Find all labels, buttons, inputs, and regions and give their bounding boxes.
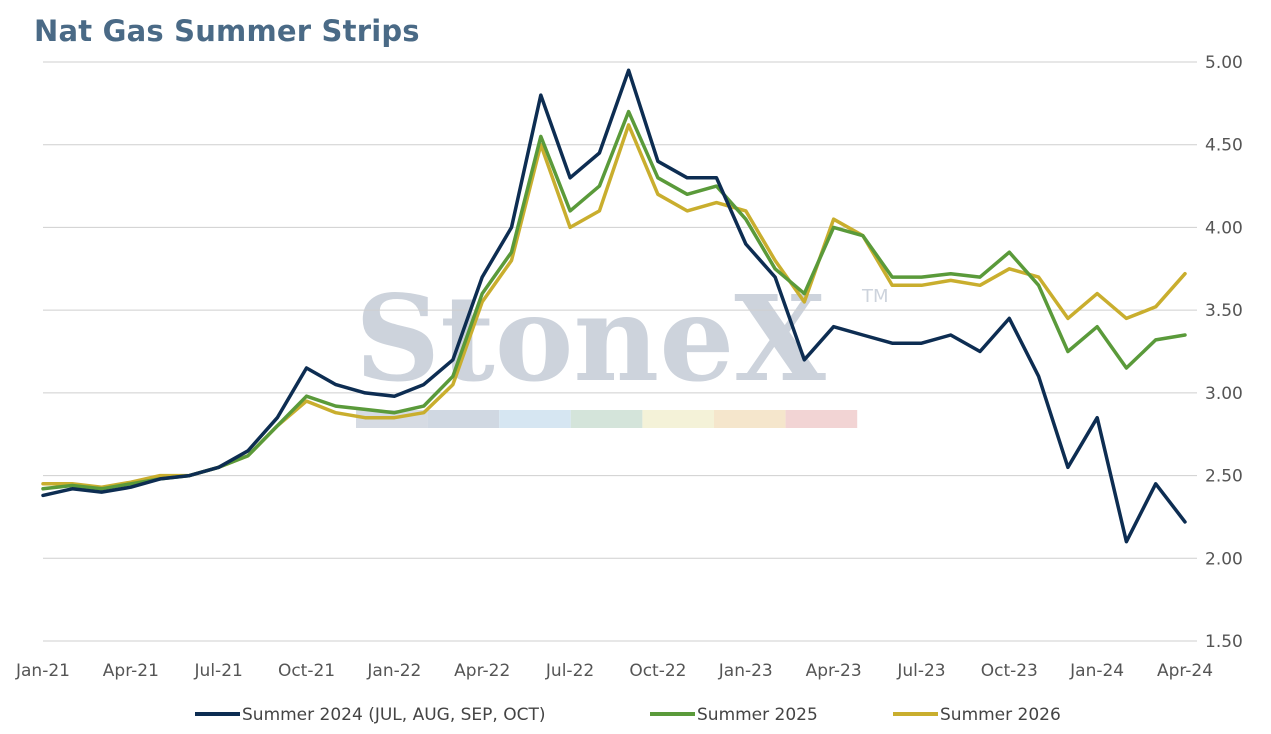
watermark: StoneX TM (355, 269, 889, 428)
legend-label: Summer 2025 (697, 705, 818, 725)
y-tick-label: 5.00 (1205, 53, 1243, 73)
x-tick-label: Jul-23 (896, 661, 945, 681)
series-line-1 (41, 109, 1187, 491)
watermark-text: StoneX (355, 269, 826, 408)
x-tick-label: Apr-22 (454, 661, 510, 681)
legend-label: Summer 2024 (JUL, AUG, SEP, OCT) (242, 705, 546, 725)
legend-label: Summer 2026 (940, 705, 1061, 725)
grid-lines (43, 61, 1197, 642)
legend-item-0[interactable]: Summer 2024 (JUL, AUG, SEP, OCT) (195, 705, 546, 725)
legend-item-2[interactable]: Summer 2026 (893, 705, 1061, 725)
y-tick-label: 3.50 (1205, 301, 1243, 321)
watermark-trademark: TM (861, 286, 889, 307)
x-axis: Jan-21 Apr-21 Jul-21 Oct-21 Jan-22 Apr-22 Jul-… (15, 661, 1213, 681)
x-tick-label: Jul-22 (545, 661, 594, 681)
watermark-band-6 (785, 410, 858, 428)
x-tick-label: Oct-23 (981, 661, 1038, 681)
x-tick-label: Oct-21 (278, 661, 335, 681)
y-tick-label: 2.00 (1205, 549, 1243, 569)
watermark-band-3 (570, 410, 643, 428)
x-tick-label: Jul-21 (194, 661, 243, 681)
series-lines (41, 68, 1187, 544)
x-tick-label: Apr-24 (1157, 661, 1213, 681)
legend[interactable]: Summer 2024 (JUL, AUG, SEP, OCT) Summer 2… (195, 705, 1061, 725)
x-tick-label: Oct-22 (629, 661, 686, 681)
x-tick-label: Apr-21 (103, 661, 159, 681)
y-tick-label: 4.00 (1205, 218, 1243, 238)
x-tick-label: Jan-21 (15, 661, 70, 681)
x-tick-label: Jan-23 (718, 661, 773, 681)
y-tick-label: 2.50 (1205, 467, 1243, 487)
x-tick-label: Jan-24 (1069, 661, 1124, 681)
y-tick-label: 1.50 (1205, 632, 1243, 652)
watermark-band-2 (499, 410, 571, 428)
x-tick-label: Jan-22 (366, 661, 421, 681)
watermark-band-4 (642, 410, 714, 428)
x-tick-label: Apr-23 (806, 661, 862, 681)
watermark-band-1 (427, 410, 500, 428)
series-line-0 (41, 68, 1187, 544)
y-axis: 5.00 4.50 4.00 3.50 3.00 2.50 2.00 1.50 (1205, 53, 1243, 652)
chart-title: Nat Gas Summer Strips (34, 14, 420, 48)
legend-item-1[interactable]: Summer 2025 (650, 705, 818, 725)
y-tick-label: 3.00 (1205, 384, 1243, 404)
watermark-band-5 (714, 410, 786, 428)
y-tick-label: 4.50 (1205, 136, 1243, 156)
